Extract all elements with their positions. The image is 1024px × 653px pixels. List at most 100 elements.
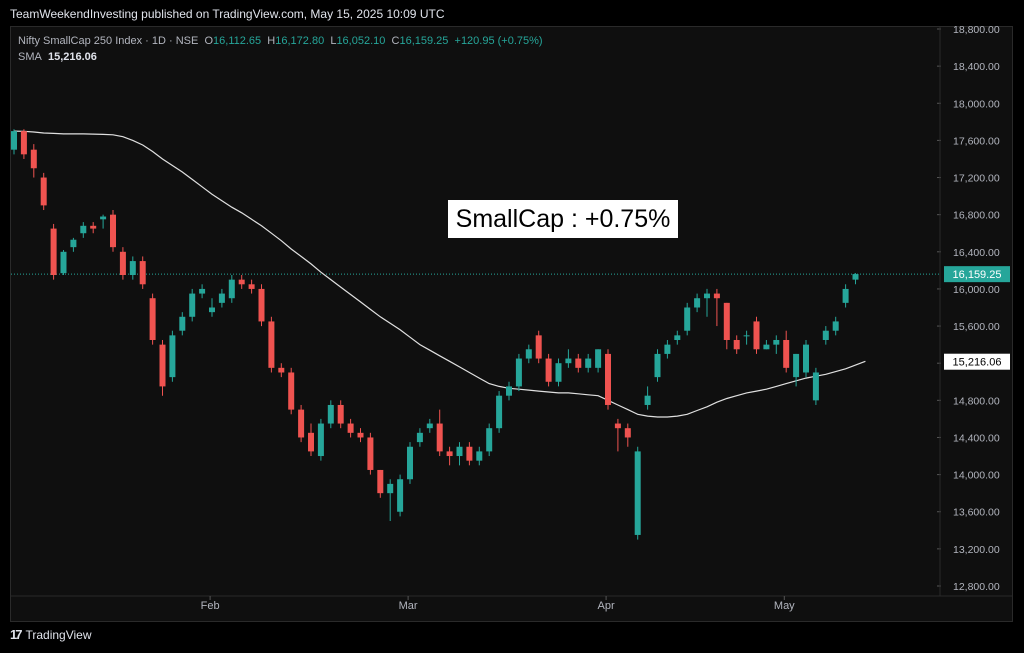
candle[interactable] — [436, 423, 443, 452]
candle[interactable] — [743, 335, 750, 337]
candle[interactable] — [446, 451, 453, 457]
candle[interactable] — [773, 339, 780, 345]
x-tick-label: Feb — [201, 600, 220, 612]
candle[interactable] — [763, 344, 770, 350]
candle[interactable] — [357, 432, 364, 438]
candle[interactable] — [129, 261, 136, 276]
candle[interactable] — [308, 432, 314, 452]
candle[interactable] — [288, 372, 295, 410]
candle[interactable] — [298, 409, 305, 438]
candle[interactable] — [179, 316, 186, 331]
candle[interactable] — [822, 330, 829, 340]
candle[interactable] — [189, 293, 196, 317]
chart-area[interactable] — [10, 26, 1013, 622]
candle[interactable] — [70, 239, 77, 248]
candle[interactable] — [842, 288, 849, 303]
candle[interactable] — [119, 251, 126, 276]
candle[interactable] — [100, 216, 107, 220]
y-tick-label: 14,000.00 — [953, 470, 1000, 482]
candle[interactable] — [159, 344, 166, 387]
sma-legend[interactable]: SMA 15,216.06 — [18, 51, 97, 63]
y-tick-label: 18,400.00 — [953, 61, 1000, 73]
candle[interactable] — [525, 349, 532, 359]
candle[interactable] — [713, 293, 720, 299]
candle[interactable] — [407, 446, 413, 480]
candle[interactable] — [634, 451, 641, 535]
candle[interactable] — [50, 228, 57, 276]
candle[interactable] — [416, 432, 423, 443]
candle[interactable] — [585, 358, 592, 368]
candle[interactable] — [110, 214, 116, 248]
candle[interactable] — [30, 149, 37, 169]
candle[interactable] — [466, 446, 473, 461]
tradingview-footer[interactable]: 17 TradingView — [10, 627, 92, 642]
candle[interactable] — [555, 363, 562, 382]
candle[interactable] — [614, 423, 621, 429]
candle[interactable] — [317, 423, 324, 457]
last-price-tag — [944, 266, 1010, 283]
sma-value: 15,216.06 — [47, 51, 97, 63]
candle[interactable] — [644, 395, 651, 405]
candle[interactable] — [674, 335, 681, 340]
candle[interactable] — [426, 423, 433, 429]
candle[interactable] — [327, 404, 334, 424]
candle[interactable] — [258, 288, 265, 322]
candle[interactable] — [704, 293, 710, 299]
candle[interactable] — [694, 298, 701, 308]
candle[interactable] — [684, 307, 691, 331]
candle[interactable] — [169, 335, 176, 378]
candle[interactable] — [387, 483, 394, 494]
candle[interactable] — [506, 386, 512, 396]
candle[interactable] — [832, 321, 839, 331]
candle[interactable] — [575, 358, 582, 368]
candle[interactable] — [852, 274, 859, 280]
candle[interactable] — [654, 353, 661, 378]
candle[interactable] — [228, 279, 235, 299]
candle[interactable] — [40, 177, 47, 206]
candle[interactable] — [199, 288, 206, 294]
candle[interactable] — [377, 469, 384, 494]
candle[interactable] — [456, 446, 463, 457]
candle[interactable] — [783, 339, 790, 368]
open-value: 16,112.65 — [213, 35, 262, 47]
candle[interactable] — [60, 251, 67, 274]
candle[interactable] — [664, 344, 671, 354]
candle[interactable] — [793, 353, 800, 378]
symbol-legend[interactable]: Nifty SmallCap 250 Index · 1D · NSE O16,… — [18, 35, 543, 47]
candle[interactable] — [367, 437, 374, 470]
candle[interactable] — [278, 367, 285, 373]
candle[interactable] — [723, 302, 730, 340]
candle[interactable] — [486, 428, 493, 452]
candle[interactable] — [476, 451, 483, 461]
candle[interactable] — [565, 358, 572, 364]
candle[interactable] — [209, 307, 215, 313]
candle[interactable] — [11, 131, 17, 150]
candle[interactable] — [268, 321, 275, 368]
candle[interactable] — [248, 284, 255, 289]
candle[interactable] — [545, 358, 552, 382]
candle[interactable] — [624, 428, 631, 438]
low-label: L — [330, 35, 337, 47]
y-tick-label: 13,600.00 — [953, 507, 1000, 519]
candle[interactable] — [753, 321, 760, 350]
candle[interactable] — [337, 404, 344, 424]
candle[interactable] — [803, 344, 809, 373]
candle[interactable] — [347, 423, 354, 433]
candle[interactable] — [238, 279, 245, 285]
candle[interactable] — [515, 358, 522, 387]
candle[interactable] — [139, 261, 146, 285]
candle[interactable] — [397, 479, 404, 512]
candle[interactable] — [535, 335, 542, 359]
candle[interactable] — [595, 349, 602, 368]
x-tick-label: Mar — [399, 600, 418, 612]
candle[interactable] — [605, 353, 611, 405]
candle[interactable] — [80, 225, 87, 234]
candle[interactable] — [149, 298, 156, 340]
candle[interactable] — [20, 131, 27, 155]
candle[interactable] — [812, 372, 819, 401]
candle[interactable] — [496, 395, 503, 429]
candle[interactable] — [218, 293, 225, 303]
candle[interactable] — [90, 225, 97, 229]
candle[interactable] — [733, 339, 740, 350]
